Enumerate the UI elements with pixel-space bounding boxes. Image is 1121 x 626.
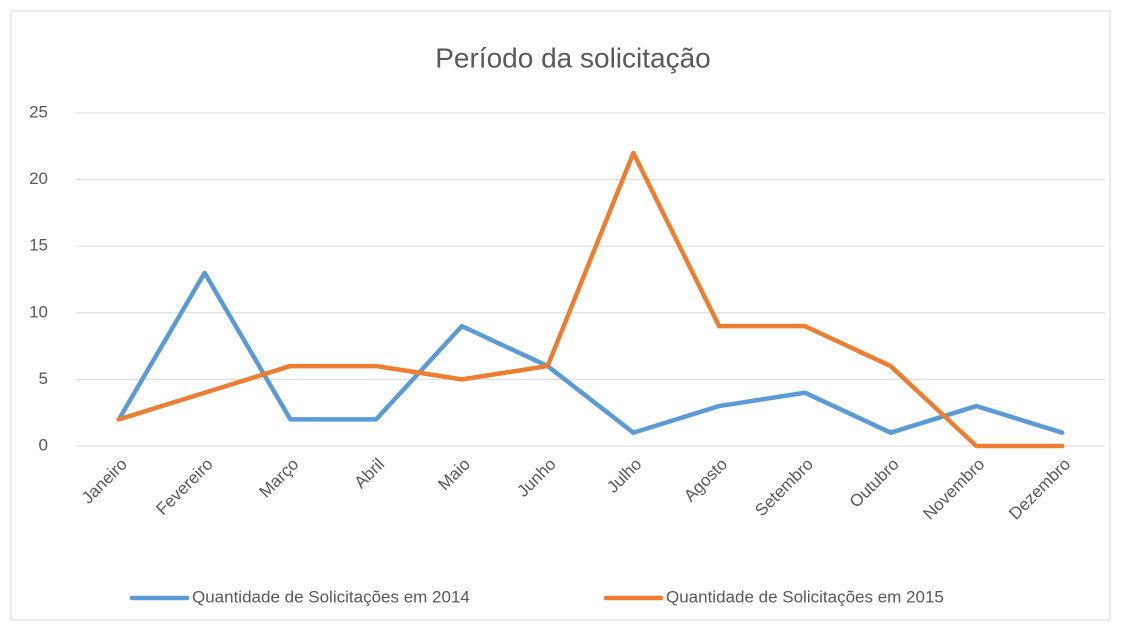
y-tick-label: 15 <box>29 236 48 255</box>
legend-label: Quantidade de Solicitações em 2015 <box>666 587 944 606</box>
series-line <box>116 150 1065 449</box>
y-tick-label: 25 <box>29 102 48 121</box>
y-tick-label: 0 <box>39 435 48 454</box>
series-line <box>116 270 1065 435</box>
y-tick-label: 5 <box>39 369 48 388</box>
chart-title: Período da solicitação <box>435 42 711 73</box>
legend-label: Quantidade de Solicitações em 2014 <box>192 587 470 606</box>
y-tick-label: 20 <box>29 169 48 188</box>
chart-border <box>10 10 1111 621</box>
y-tick-label: 10 <box>29 302 48 321</box>
